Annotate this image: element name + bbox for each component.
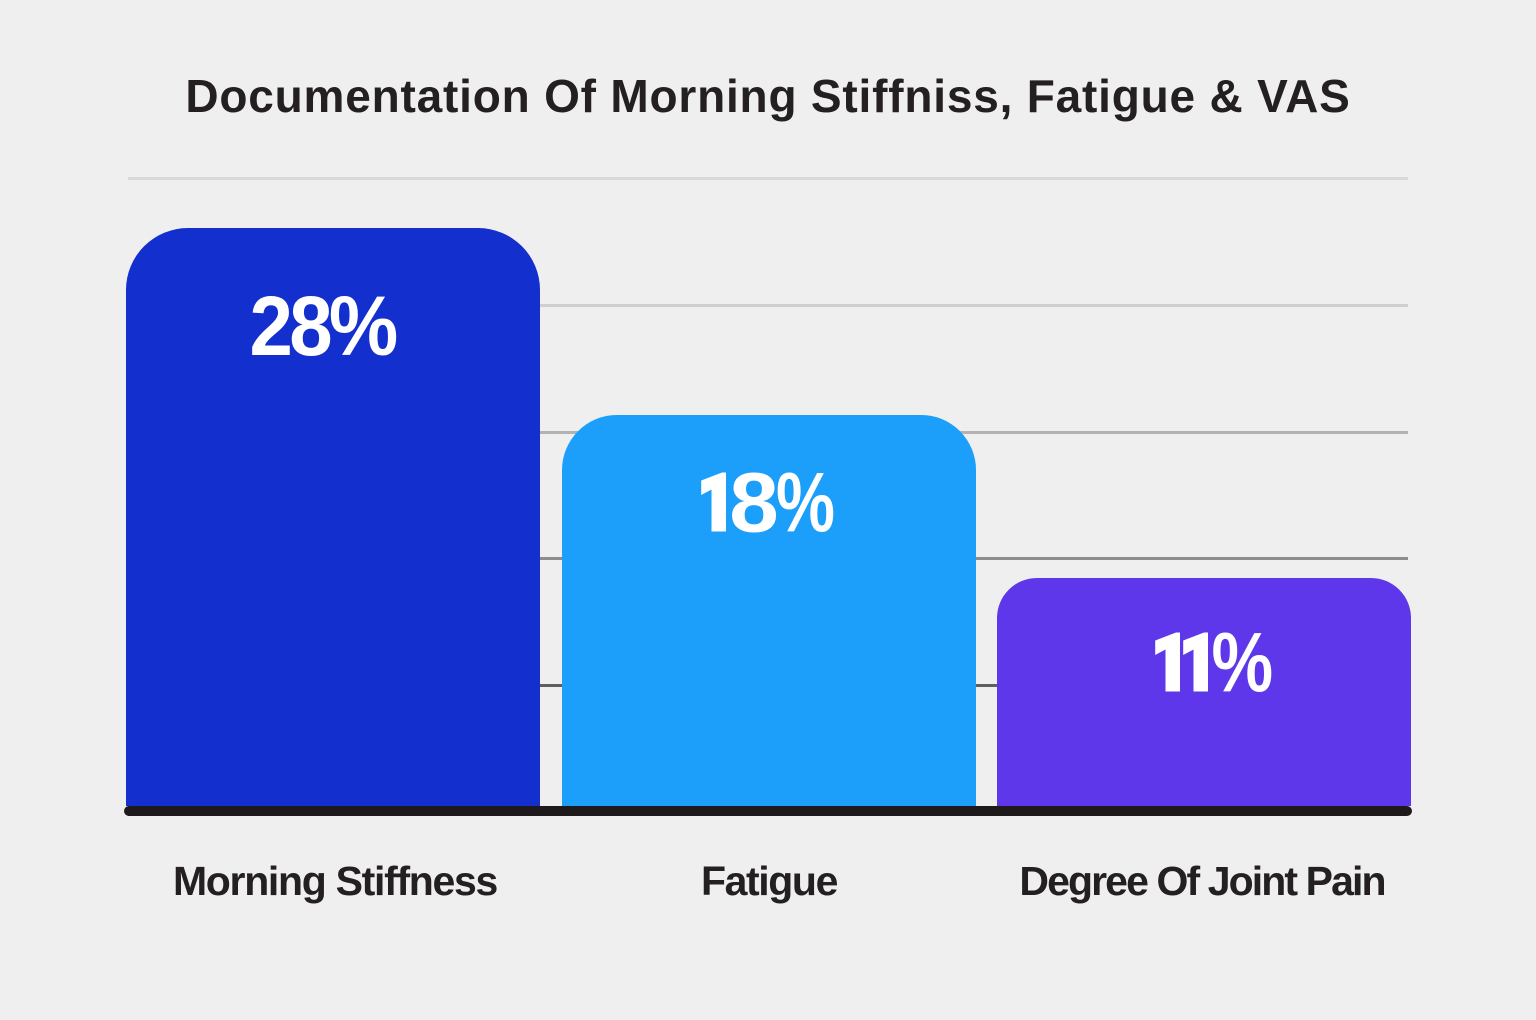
svg-text:%: % — [1212, 630, 1274, 705]
svg-text:8: 8 — [729, 470, 779, 545]
svg-text:%: % — [776, 470, 835, 545]
